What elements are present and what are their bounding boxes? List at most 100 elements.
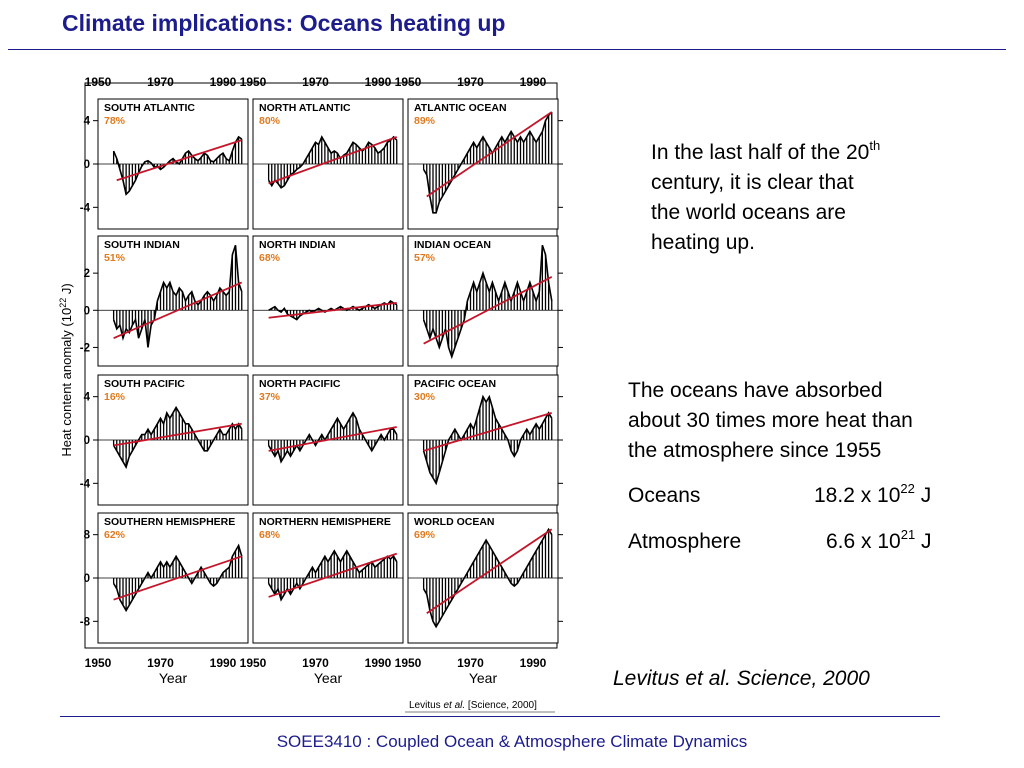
panel-percent-indian-ocean: 57% <box>414 252 436 264</box>
panel-percent-south-atlantic: 78% <box>104 115 126 127</box>
panel-percent-south-indian: 51% <box>104 252 126 264</box>
citation: Levitus et al. Science, 2000 <box>613 667 870 690</box>
trend-line-world-ocean <box>426 528 553 614</box>
xtick-label-top-c2-1990: 1990 <box>520 75 547 89</box>
xtick-label-top-c1-1970: 1970 <box>302 75 329 89</box>
panel-title-north-atlantic: NORTH ATLANTIC <box>259 102 351 114</box>
xtick-label-top-c0-1970: 1970 <box>147 75 174 89</box>
oceans-value: 18.2 x 1022 J <box>814 481 932 507</box>
panel-title-southern-hemisphere: SOUTHERN HEMISPHERE <box>104 516 235 528</box>
trend-line-pacific-ocean <box>423 412 553 452</box>
ytick-label-left-r1-0: 0 <box>84 305 90 317</box>
ytick-label-left-r3-0: 0 <box>84 573 90 585</box>
xtick-label-top-c0-1950: 1950 <box>85 75 112 89</box>
panel-title-atlantic-ocean: ATLANTIC OCEAN <box>414 102 507 114</box>
trend-line-indian-ocean <box>423 276 553 345</box>
anomaly-line-pacific-ocean <box>422 394 553 486</box>
panel-title-south-pacific: SOUTH PACIFIC <box>104 378 185 390</box>
trend-line-atlantic-ocean <box>426 111 553 198</box>
ytick-label-left-r2-4: 4 <box>84 392 91 404</box>
ytick-label-left-r0-0: 0 <box>84 159 90 171</box>
panel-title-indian-ocean: INDIAN OCEAN <box>414 239 491 251</box>
ytick-label-left-r3--8: -8 <box>80 616 91 628</box>
oceans-label: Oceans <box>628 484 701 507</box>
xtick-label-bottom-c2-1970: 1970 <box>457 656 484 670</box>
title-divider <box>8 49 1006 50</box>
xtick-label-bottom-c1-1990: 1990 <box>365 656 392 670</box>
panel-percent-northern-hemisphere: 68% <box>259 529 281 541</box>
anomaly-line-northern-hemisphere <box>267 549 398 602</box>
ytick-label-left-r1--2: -2 <box>80 342 90 354</box>
paragraph-heating-line3: the world oceans are <box>651 201 846 224</box>
xtick-label-top-c2-1950: 1950 <box>395 75 422 89</box>
xtick-label-bottom-c0-1950: 1950 <box>85 656 112 670</box>
x-axis-label-c2: Year <box>469 670 498 686</box>
panel-percent-pacific-ocean: 30% <box>414 391 436 403</box>
panel-title-pacific-ocean: PACIFIC OCEAN <box>414 378 496 390</box>
xtick-label-bottom-c0-1970: 1970 <box>147 656 174 670</box>
atmosphere-label: Atmosphere <box>628 530 742 553</box>
slide-title: Climate implications: Oceans heating up <box>62 10 506 36</box>
panel-title-north-pacific: NORTH PACIFIC <box>259 378 341 390</box>
slide-footer: SOEE3410 : Coupled Ocean & Atmosphere Cl… <box>276 732 748 751</box>
x-axis-label-c0: Year <box>159 670 188 686</box>
anomaly-line-south-indian <box>112 245 243 348</box>
ytick-label-left-r0--4: -4 <box>80 202 91 214</box>
xtick-label-top-c1-1990: 1990 <box>365 75 392 89</box>
trend-line-north-atlantic <box>268 136 398 185</box>
paragraph-heating-line4: heating up. <box>651 231 755 254</box>
ytick-label-left-r2-0: 0 <box>84 435 90 447</box>
paragraph-absorbed-line2: about 30 times more heat than <box>628 409 913 432</box>
paragraph-absorbed-line3: the atmosphere since 1955 <box>628 439 882 462</box>
panel-frame-north-indian <box>252 235 404 367</box>
atmosphere-value: 6.6 x 1021 J <box>826 527 932 553</box>
panel-title-northern-hemisphere: NORTHERN HEMISPHERE <box>259 516 391 528</box>
xtick-label-top-c0-1990: 1990 <box>210 75 237 89</box>
trend-line-north-pacific <box>268 426 397 452</box>
trend-line-southern-hemisphere <box>113 555 243 601</box>
xtick-label-bottom-c2-1990: 1990 <box>520 656 547 670</box>
panel-percent-north-pacific: 37% <box>259 391 281 403</box>
panel-percent-south-pacific: 16% <box>104 391 126 403</box>
panel-title-north-indian: NORTH INDIAN <box>259 239 335 251</box>
panel-percent-north-atlantic: 80% <box>259 115 281 127</box>
xtick-label-bottom-c1-1950: 1950 <box>240 656 267 670</box>
xtick-label-top-c1-1950: 1950 <box>240 75 267 89</box>
paragraph-heating-line2: century, it is clear that <box>651 171 854 194</box>
ytick-label-left-r3-8: 8 <box>84 530 91 542</box>
trend-line-northern-hemisphere <box>268 552 398 598</box>
anomaly-line-atlantic-ocean <box>422 111 553 214</box>
panel-title-south-atlantic: SOUTH ATLANTIC <box>104 102 195 114</box>
xtick-label-bottom-c2-1950: 1950 <box>395 656 422 670</box>
trend-line-south-indian <box>113 281 243 339</box>
anomaly-line-southern-hemisphere <box>112 543 243 613</box>
panel-percent-atlantic-ocean: 89% <box>414 115 436 127</box>
anomaly-line-south-pacific <box>112 405 243 470</box>
ytick-label-left-r2--4: -4 <box>80 478 91 490</box>
panel-percent-southern-hemisphere: 62% <box>104 529 126 541</box>
panel-title-south-indian: SOUTH INDIAN <box>104 239 180 251</box>
anomaly-line-world-ocean <box>422 527 553 629</box>
figure-credit: Levitus et al. [Science, 2000] <box>409 700 537 711</box>
xtick-label-bottom-c1-1970: 1970 <box>302 656 329 670</box>
footer-divider <box>60 716 940 717</box>
paragraph-heating: In the last half of the 20th century, it… <box>651 138 880 258</box>
paragraph-absorbed: The oceans have absorbed about 30 times … <box>628 376 913 466</box>
paragraph-absorbed-line1: The oceans have absorbed <box>628 379 883 402</box>
trend-line-north-indian <box>268 301 397 319</box>
ytick-label-left-r0-4: 4 <box>84 116 91 128</box>
anomaly-line-south-atlantic <box>112 135 243 196</box>
panel-percent-world-ocean: 69% <box>414 529 436 541</box>
heat-content-figure: SOUTH ATLANTIC 78% NORTH ATLANTIC 80% ATLANT… <box>55 70 565 715</box>
y-axis-label: Heat content anomaly (1022 J) <box>58 283 74 456</box>
trend-line-south-pacific <box>113 422 242 447</box>
x-axis-label-c1: Year <box>314 670 343 686</box>
xtick-label-bottom-c0-1990: 1990 <box>210 656 237 670</box>
panel-percent-north-indian: 68% <box>259 252 281 264</box>
xtick-label-top-c2-1970: 1970 <box>457 75 484 89</box>
anomaly-line-indian-ocean <box>422 245 553 360</box>
anomaly-line-north-pacific <box>267 411 398 464</box>
ytick-label-left-r1-2: 2 <box>84 268 90 280</box>
panel-title-world-ocean: WORLD OCEAN <box>414 516 495 528</box>
